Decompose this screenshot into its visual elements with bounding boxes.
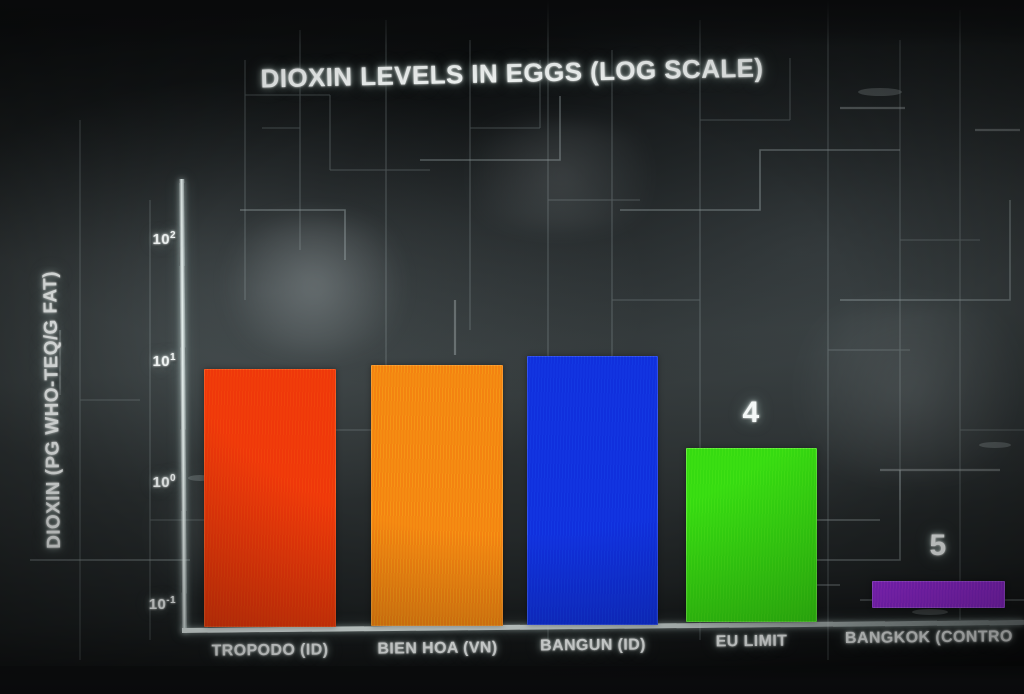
- x-tick-label-eu-limit: EU LIMIT: [715, 632, 788, 651]
- y-tick-label-0-1: 10-1: [148, 595, 176, 613]
- bar-bangun[interactable]: [527, 356, 658, 625]
- x-tick-label-tropodo: TROPODO (ID): [211, 641, 329, 660]
- x-tick-label-bangkok-control: BANGKOK (CONTRO: [844, 628, 1013, 648]
- x-tick-label-bien-hoa: BIEN HOA (VN): [377, 639, 498, 658]
- top-fade-overlay: [0, 0, 1024, 46]
- y-axis-title: DIOXIN (PG WHO-TEQ/G FAT): [40, 270, 65, 550]
- y-tick-label-10: 101: [152, 352, 176, 370]
- bar-tropodo[interactable]: [204, 369, 336, 627]
- bar-bangkok-control[interactable]: [872, 581, 1005, 608]
- y-tick-label-1: 100: [152, 473, 176, 491]
- bar-eu-limit[interactable]: [686, 448, 817, 622]
- y-tick-label-100: 102: [152, 230, 176, 248]
- bar-value-bangkok-control: 5: [929, 529, 947, 562]
- bar-value-eu-limit: 4: [742, 396, 760, 429]
- chart-title: DIOXIN LEVELS IN EGGS (LOG SCALE): [260, 52, 764, 94]
- x-tick-label-bangun: BANGUN (ID): [540, 636, 646, 655]
- bottom-dark-band: [0, 666, 1024, 694]
- bar-bien-hoa[interactable]: [371, 365, 503, 626]
- y-axis-line: [179, 178, 187, 634]
